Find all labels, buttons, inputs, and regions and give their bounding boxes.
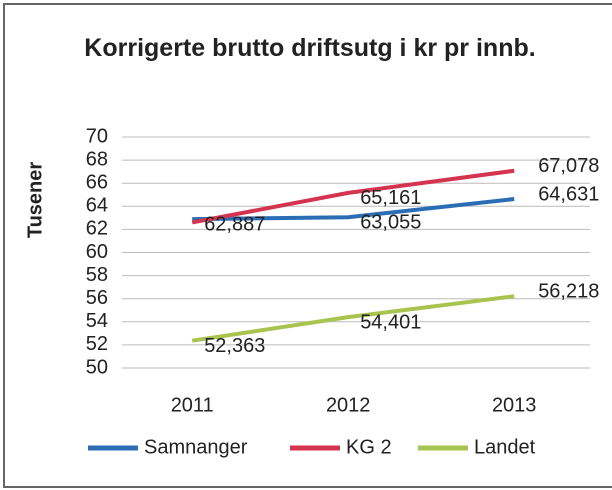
y-tick-label: 52 [86,333,108,355]
data-label: 63,055 [360,211,421,233]
legend-label: Landet [474,436,536,458]
y-tick-label: 60 [86,241,108,263]
y-tick-label: 54 [86,310,108,332]
data-label: 67,078 [538,155,599,177]
data-label: 52,363 [204,335,265,357]
x-tick-label: 2011 [171,394,214,416]
y-axis-title: Tusener [24,162,46,239]
series-line [191,294,515,343]
y-tick-label: 50 [86,356,108,378]
y-tick-label: 62 [86,218,108,240]
y-tick-label: 56 [86,287,108,309]
y-tick-label: 58 [86,264,108,286]
chart-title: Korrigerte brutto driftsutg i kr pr innb… [84,34,536,62]
data-label: 54,401 [360,311,421,333]
x-tick-label: 2012 [326,394,371,416]
data-label: 56,218 [538,280,599,302]
y-tick-label: 66 [86,171,108,193]
y-tick-label: 64 [86,195,108,217]
y-tick-label: 68 [86,148,108,170]
series-line [191,168,515,225]
legend-label: KG 2 [346,436,392,458]
series-line [192,197,515,222]
legend-label: Samnanger [144,436,248,458]
chart-frame [3,3,612,488]
y-tick-label: 70 [86,125,108,147]
x-tick-label: 2013 [492,394,537,416]
data-label: 62,887 [204,213,265,235]
data-label: 65,161 [360,187,421,209]
data-label: 64,631 [538,183,599,205]
